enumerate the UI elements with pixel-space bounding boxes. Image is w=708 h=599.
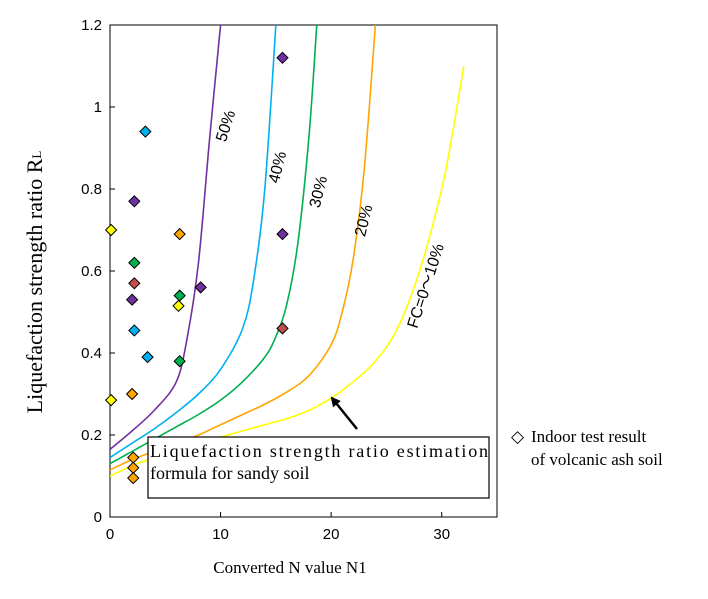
data-point-marker — [276, 51, 289, 65]
data-point-marker — [128, 324, 141, 337]
legend-line-1: Indoor test result — [531, 427, 646, 446]
data-point-marker — [194, 281, 207, 294]
data-point-marker — [128, 277, 141, 290]
data-point-marker — [276, 227, 289, 241]
y-tick-label: 0.4 — [81, 345, 102, 362]
curve-line — [110, 25, 277, 459]
y-tick-label: 1.2 — [81, 17, 102, 34]
data-points — [104, 51, 289, 485]
y-tick-label: 0.8 — [81, 181, 102, 198]
x-axis-title: Converted N value N1 — [213, 558, 366, 577]
y-tick-label: 0 — [94, 509, 102, 526]
data-point-marker — [173, 354, 186, 368]
legend-marker-icon: ◇ — [511, 427, 525, 446]
annotation-box — [147, 436, 490, 499]
legend-line-2: of volcanic ash soil — [531, 450, 663, 469]
y-tick-label: 0.6 — [81, 263, 102, 280]
data-point-marker — [172, 299, 185, 313]
y-axis-title: Liquefaction strength ratio RL — [22, 151, 47, 414]
plot-area — [109, 24, 498, 518]
data-point-marker — [128, 256, 141, 270]
data-point-marker — [276, 322, 289, 335]
y-axis-title-main: Liquefaction strength ratio R — [22, 158, 47, 413]
annotation-line-1: Liquefaction strength ratio estimation — [150, 441, 488, 461]
y-axis-title-group: Liquefaction strength ratio RL — [22, 151, 47, 414]
data-point-marker — [125, 387, 139, 401]
curve-line — [110, 25, 222, 450]
y-axis-ticks: 0 0.2 0.4 0.6 0.8 1 1.2 — [81, 17, 115, 526]
x-tick-label: 0 — [106, 526, 114, 543]
data-point-marker — [128, 195, 141, 208]
data-point-marker — [173, 227, 186, 241]
data-point-marker — [125, 293, 139, 306]
x-tick-label: 30 — [433, 526, 450, 543]
x-axis-ticks: 0 10 20 30 — [106, 512, 450, 543]
data-point-marker — [104, 223, 118, 237]
data-point-marker — [127, 471, 140, 485]
x-tick-label: 20 — [323, 526, 340, 543]
annotation-arrow — [330, 396, 358, 430]
y-tick-label: 0.2 — [81, 427, 102, 444]
data-point-marker — [139, 125, 152, 138]
y-axis-title-subscript: L — [29, 151, 44, 159]
annotation-line-2: formula for sandy soil — [150, 463, 309, 483]
x-tick-label: 10 — [212, 526, 229, 543]
data-point-marker — [104, 393, 118, 407]
data-point-marker — [141, 350, 154, 364]
y-tick-label: 1 — [94, 99, 102, 116]
